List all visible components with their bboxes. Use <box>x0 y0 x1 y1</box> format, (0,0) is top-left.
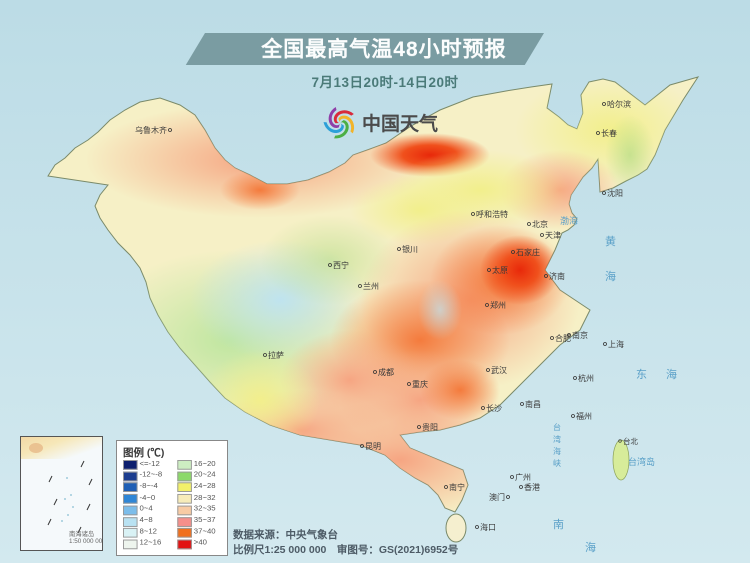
svg-text:海: 海 <box>605 269 616 283</box>
svg-text:南昌: 南昌 <box>525 399 541 409</box>
svg-text:东: 东 <box>636 368 647 381</box>
svg-text:杭州: 杭州 <box>578 373 594 383</box>
svg-text:呼和浩特: 呼和浩特 <box>476 209 508 219</box>
svg-text:成都: 成都 <box>378 367 394 377</box>
svg-text:黄: 黄 <box>605 234 616 248</box>
svg-text:福州: 福州 <box>576 412 592 421</box>
svg-text:长沙: 长沙 <box>486 403 502 413</box>
svg-text:贵阳: 贵阳 <box>422 422 438 432</box>
svg-text:太原: 太原 <box>492 265 508 275</box>
svg-text:长春: 长春 <box>601 128 617 138</box>
svg-text:乌鲁木齐: 乌鲁木齐 <box>135 125 167 135</box>
svg-text:拉萨: 拉萨 <box>268 350 284 360</box>
svg-text:郑州: 郑州 <box>490 300 506 310</box>
svg-text:天津: 天津 <box>545 230 561 240</box>
svg-text:海: 海 <box>585 540 596 554</box>
svg-text:湾: 湾 <box>553 434 561 444</box>
svg-text:台北: 台北 <box>623 436 638 446</box>
svg-text:中国天气: 中国天气 <box>362 112 438 135</box>
svg-text:石家庄: 石家庄 <box>516 247 540 257</box>
svg-text:兰州: 兰州 <box>363 281 379 291</box>
svg-text:北京: 北京 <box>532 219 548 229</box>
svg-text:海: 海 <box>666 367 677 381</box>
svg-text:澳门: 澳门 <box>489 492 505 502</box>
svg-text:沈阳: 沈阳 <box>607 188 623 198</box>
svg-text:海口: 海口 <box>480 522 496 532</box>
svg-text:南: 南 <box>553 518 564 531</box>
svg-text:济南: 济南 <box>549 271 565 281</box>
svg-text:重庆: 重庆 <box>412 379 428 389</box>
svg-text:台: 台 <box>553 422 561 432</box>
svg-text:银川: 银川 <box>402 244 418 254</box>
svg-text:南京: 南京 <box>572 330 588 340</box>
svg-text:广州: 广州 <box>515 472 531 482</box>
svg-text:上海: 上海 <box>608 339 624 349</box>
svg-text:渤海: 渤海 <box>560 215 578 226</box>
svg-text:香港: 香港 <box>524 482 540 492</box>
svg-text:台湾岛: 台湾岛 <box>628 456 655 467</box>
svg-text:海: 海 <box>553 446 561 456</box>
svg-text:西宁: 西宁 <box>333 260 349 270</box>
svg-text:哈尔滨: 哈尔滨 <box>607 99 631 109</box>
svg-text:武汉: 武汉 <box>491 365 507 375</box>
svg-text:峡: 峡 <box>553 458 561 468</box>
svg-text:合肥: 合肥 <box>555 333 571 343</box>
svg-text:昆明: 昆明 <box>365 442 381 451</box>
svg-text:南宁: 南宁 <box>449 482 465 492</box>
